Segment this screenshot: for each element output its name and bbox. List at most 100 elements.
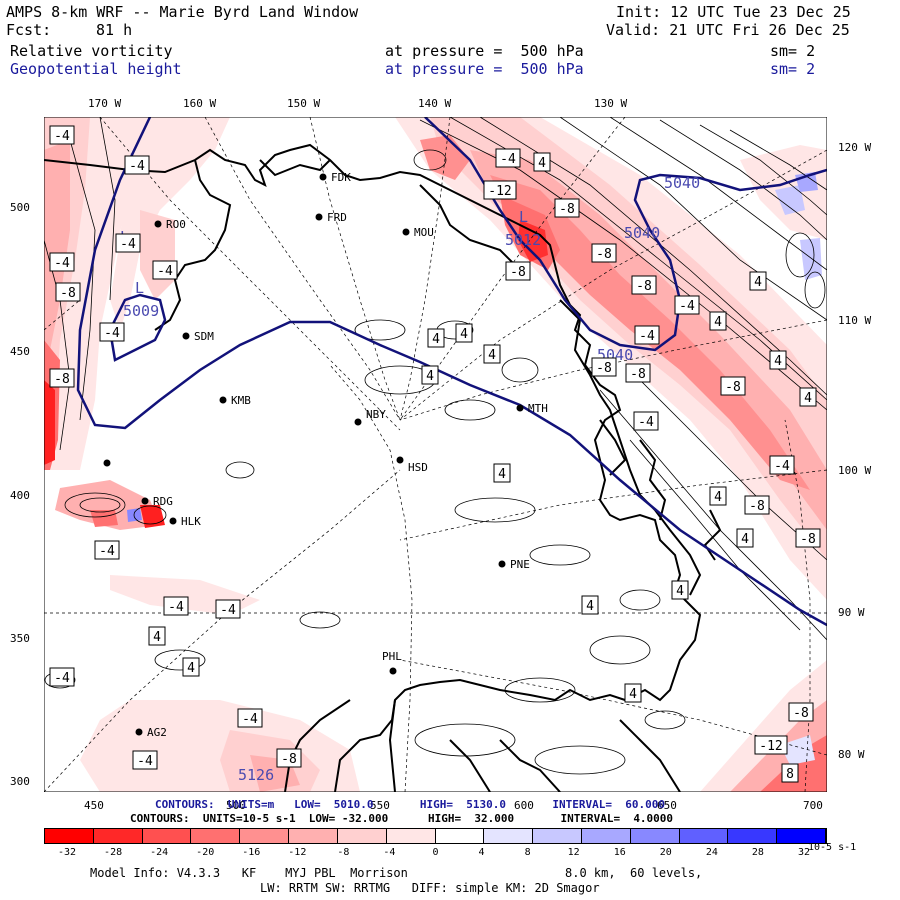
vorticity-label-box [94,540,120,560]
vorticity-label-box [709,486,727,506]
vorticity-label-box [124,155,150,175]
vorticity-label-box [455,323,473,343]
top-lon-label: 160 W [183,97,217,110]
colorbar-segment [45,829,94,843]
left-grid-label: 350 [10,632,30,645]
station-label: MTH [528,402,548,415]
station-label: FRD [327,211,347,224]
colorbar-tick-label: -12 [288,847,307,858]
colorbar-tick-label: 32 [797,847,810,858]
vorticity-label: -8 [749,499,765,514]
vorticity-label: -4 [242,712,258,727]
vorticity-label-box [115,233,141,253]
left-grid-label: 500 [10,201,30,214]
vorticity-label: 4 [488,348,496,363]
init-time: Init: 12 UTC Tue 23 Dec 25 [616,3,851,21]
vorticity-label-box [505,261,531,281]
station-label: RO0 [166,218,186,231]
vorticity-value-labels: -4 -4 -4 -4 -4 -4 -4 -4 -4 -4 -4 -4 -4 -4 -4 -4 -4 -8 -8 -8… [49,125,821,783]
colorbar-tick-label: -24 [150,847,169,858]
colorbar-segment [240,829,290,843]
vorticity-label-box [483,344,501,364]
colorbar [44,828,827,844]
bottom-grid-label: 700 [803,799,823,812]
vorticity-label-box [581,595,599,615]
colorbar-tick-label: 12 [567,847,580,858]
bottom-grid-label: 650 [657,799,677,812]
colorbar-segment [484,829,534,843]
vorticity-label: 4 [426,369,434,384]
vorticity-label: 4 [714,315,722,330]
vorticity-label-box [182,657,200,677]
vorticity-label: 4 [432,332,440,347]
vorticity-label: 4 [153,630,161,645]
valid-time: Valid: 21 UTC Fri 26 Dec 25 [606,21,850,39]
model-info: Model Info: V4.3.3 KF MYJ PBL Morrison [90,866,408,880]
vorticity-label: -4 [54,671,70,686]
vorticity-label-box [795,528,821,548]
vorticity-label: -4 [639,329,655,344]
height-contour-labels: 5040 5040 5040 5009 5012 5126 L L L [120,174,700,784]
colorbar-tick-label: -28 [104,847,123,858]
colorbar-segment [337,829,387,843]
model-physics: LW: RRTM SW: RRTMG DIFF: simple KM: 2D S… [260,881,600,895]
left-grid-label: 400 [10,489,30,502]
vorticity-label: -12 [759,739,782,754]
model-resolution: 8.0 km, 60 levels, [565,866,703,880]
height-label: 5040 [624,224,660,242]
vorticity-label: -8 [596,247,612,262]
right-lon-label: 100 W [838,464,872,477]
vorticity-label-box [237,708,263,728]
colorbar-segment [679,829,729,843]
vorticity-label-box [781,763,799,783]
left-grid-label: 300 [10,775,30,788]
colorbar-tick-label: 0 [432,847,439,858]
vorticity-label: -12 [488,184,511,199]
vorticity-label-box [671,580,689,600]
colorbar-segment [533,829,582,843]
colorbar-tick-label: 20 [659,847,672,858]
vorticity-label-box [754,735,788,755]
vorticity-label: -4 [120,237,136,252]
top-lon-label: 130 W [594,97,628,110]
station-label: SDM [194,330,214,343]
vorticity-label-box [49,252,75,272]
left-grid-label: 450 [10,345,30,358]
station-label: AG2 [147,726,167,739]
vorticity-label-box [493,463,511,483]
colorbar-segment [386,829,436,843]
vorticity-contour-info: CONTOURS: UNITS=10-5 s-1 LOW= -32.000 HI… [130,812,674,825]
vorticity-label: 4 [460,327,468,342]
bottom-grid-label: 550 [370,799,390,812]
vorticity-label: 4 [714,490,722,505]
vorticity-label-box [634,325,660,345]
station-labels: FDK RO0 FRD MOU SDM KMB NBY MTH HSD RDG … [147,171,548,739]
station-label: KMB [231,394,251,407]
vorticity-label-box [132,750,158,770]
vorticity-label: -8 [54,372,70,387]
vorticity-label-box [276,748,302,768]
vorticity-label: -4 [137,754,153,769]
vorticity-label-box [163,596,189,616]
vorticity-label: -8 [636,279,652,294]
low-marker: L [135,279,144,297]
vorticity-label-box [533,152,551,172]
vorticity-label: 4 [187,661,195,676]
colorbar-tick-label: 28 [751,847,764,858]
right-lon-label: 90 W [838,606,865,619]
vorticity-label-box [591,357,617,377]
vorticity-label-box [625,363,651,383]
vorticity-label: -8 [60,286,76,301]
vorticity-label: 8 [786,767,794,782]
vorticity-label-box [769,455,795,475]
colorbar-tick-label: 4 [478,847,485,858]
station-label: PHL [382,650,402,663]
colorbar-tick-label: 8 [524,847,531,858]
vorticity-label-box [215,599,241,619]
vorticity-label-box [554,198,580,218]
vorticity-label-box [736,528,754,548]
vorticity-label: -8 [793,706,809,721]
low-marker: L [519,208,528,226]
station-label: MOU [414,226,434,239]
